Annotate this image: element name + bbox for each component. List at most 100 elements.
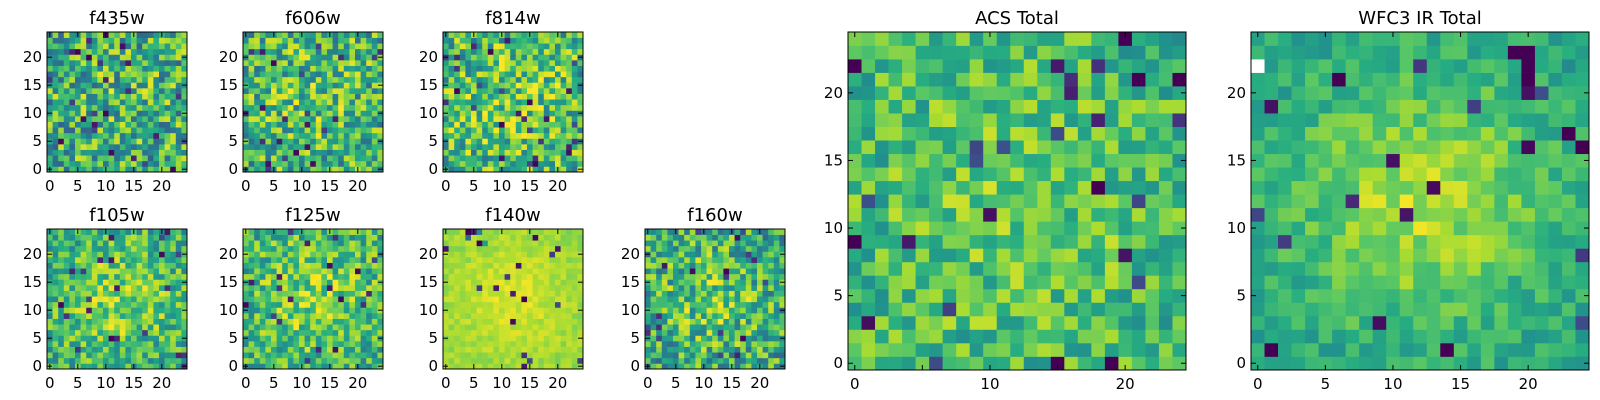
heatmap-cell	[243, 268, 249, 275]
heatmap-cell	[304, 138, 311, 145]
heatmap-cell	[97, 285, 104, 291]
heatmap-cell	[684, 335, 691, 342]
heatmap-cell	[650, 313, 657, 319]
heatmap-cell	[97, 273, 104, 280]
heatmap-cell	[159, 324, 165, 331]
heatmap-cell	[293, 54, 300, 61]
heatmap-cell	[332, 149, 339, 156]
heatmap-cell	[304, 251, 311, 258]
heatmap-cell	[52, 110, 59, 117]
heatmap-cell	[52, 363, 59, 370]
heatmap-cell	[566, 251, 573, 258]
heatmap-cell	[265, 313, 272, 319]
heatmap-cell	[282, 279, 289, 286]
heatmap-cell	[63, 60, 70, 66]
heatmap-cell	[555, 132, 561, 139]
heatmap-cell	[1050, 329, 1065, 344]
heatmap-cell	[454, 104, 461, 111]
heatmap-cell	[248, 166, 255, 173]
heatmap-cell	[448, 240, 455, 247]
heatmap-cell	[131, 110, 137, 117]
heatmap-cell	[543, 251, 550, 258]
heatmap-cell	[695, 251, 702, 258]
heatmap-cell	[510, 93, 517, 100]
heatmap-cell	[571, 121, 578, 128]
heatmap-cell	[751, 290, 758, 297]
heatmap-cell	[740, 234, 747, 241]
heatmap-cell	[448, 324, 455, 331]
heatmap-cell	[86, 99, 93, 106]
heatmap-cell	[310, 346, 317, 353]
heatmap-cell	[371, 346, 378, 353]
heatmap-cell	[63, 285, 70, 291]
heatmap-cell	[355, 307, 361, 314]
heatmap-cell	[371, 262, 378, 269]
heatmap-cell	[125, 149, 132, 156]
heatmap-cell	[729, 251, 735, 258]
heatmap-cell	[125, 104, 132, 111]
heatmap-cell	[276, 363, 283, 370]
heatmap-cell	[254, 99, 261, 106]
heatmap-cell	[103, 99, 109, 106]
heatmap-cell	[80, 160, 87, 167]
heatmap-cell	[153, 149, 160, 156]
heatmap-cell	[114, 149, 121, 156]
heatmap-cell	[493, 149, 500, 156]
heatmap-cell	[310, 82, 317, 89]
heatmap-cell	[248, 346, 255, 353]
heatmap-cell	[338, 273, 345, 280]
heatmap-cell	[673, 257, 679, 263]
heatmap-cell	[734, 346, 741, 353]
heatmap-cell	[745, 234, 752, 241]
heatmap-cell	[969, 315, 984, 330]
heatmap-cell	[499, 60, 505, 66]
heatmap-cell	[164, 341, 171, 347]
heatmap-cell	[471, 285, 477, 291]
heatmap-cell	[667, 268, 674, 275]
heatmap-cell	[729, 262, 735, 269]
heatmap-cell	[271, 132, 277, 139]
heatmap-cell	[560, 352, 567, 359]
heatmap-cell	[254, 149, 261, 156]
heatmap-cell	[1091, 275, 1106, 290]
heatmap-cell	[969, 342, 984, 357]
heatmap-cell	[757, 335, 763, 342]
heatmap-cell	[527, 132, 533, 139]
heatmap-cell	[465, 76, 472, 83]
heatmap-cell	[729, 313, 735, 319]
heatmap-cell	[293, 268, 300, 275]
heatmap-cell	[476, 341, 483, 347]
heatmap-cell	[80, 268, 87, 275]
heatmap-cell	[254, 341, 261, 347]
heatmap-cell	[299, 144, 305, 150]
heatmap-cell	[243, 48, 249, 55]
heatmap-cell	[164, 352, 171, 359]
heatmap-cell	[454, 285, 461, 291]
heatmap-cell	[371, 245, 378, 252]
heatmap-cell	[667, 329, 674, 336]
heatmap-cell	[499, 285, 505, 291]
heatmap-cell	[299, 301, 305, 308]
heatmap-cell	[549, 352, 556, 359]
heatmap-cell	[153, 307, 160, 314]
heatmap-cell	[482, 318, 489, 325]
heatmap-cell	[504, 296, 511, 303]
heatmap-cell	[254, 240, 261, 247]
heatmap-cell	[47, 341, 53, 347]
heatmap-cell	[532, 43, 539, 50]
heatmap-cell	[459, 329, 466, 336]
heatmap-cell	[52, 268, 59, 275]
heatmap-cell	[571, 296, 578, 303]
heatmap-cell	[360, 54, 367, 61]
heatmap-cell	[304, 268, 311, 275]
heatmap-cell	[729, 329, 735, 336]
heatmap-cell	[712, 329, 719, 336]
heatmap-cell	[515, 155, 522, 162]
heatmap-cell	[175, 132, 182, 139]
heatmap-cell	[97, 121, 104, 128]
heatmap-cell	[560, 279, 567, 286]
heatmap-cell	[254, 127, 261, 134]
heatmap-cell	[114, 99, 121, 106]
heatmap-cell	[487, 229, 494, 235]
heatmap-cell	[170, 296, 177, 303]
